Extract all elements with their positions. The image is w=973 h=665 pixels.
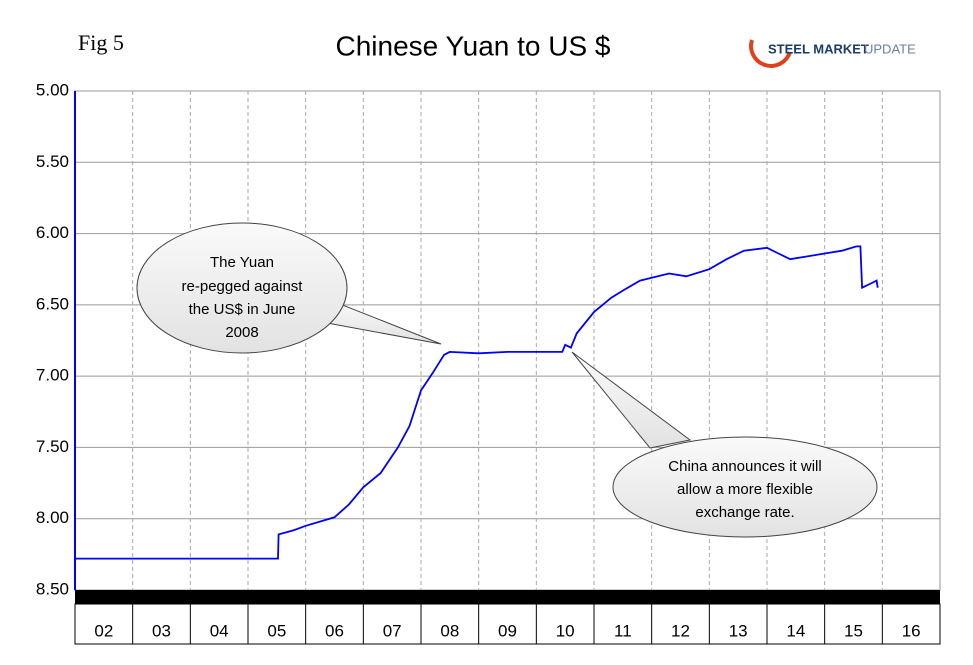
x-tick-label: 10	[556, 621, 575, 640]
logo-swoosh	[749, 39, 792, 68]
annotation-text: The Yuan	[210, 254, 274, 271]
chart-title: Chinese Yuan to US $	[335, 30, 610, 61]
callout-pointer	[571, 351, 692, 449]
callout: The Yuan re-pegged against the US$ in Ju…	[136, 222, 442, 354]
logo-text: UPDATE	[864, 41, 916, 56]
x-axis-box	[74, 603, 941, 645]
annotation-text: exchange rate.	[695, 504, 794, 521]
x-tick-label: 12	[671, 621, 690, 640]
callout-bubble	[136, 222, 348, 354]
data-line	[75, 245, 879, 560]
y-tick-label: 8.50	[36, 579, 69, 598]
annotation-text: 2008	[225, 324, 258, 341]
x-tick-label: 08	[440, 621, 459, 640]
x-tick-label: 09	[498, 621, 517, 640]
x-tick-label: 06	[325, 621, 344, 640]
annotation-text: allow a more flexible	[677, 481, 813, 498]
y-tick-label: 6.00	[36, 223, 69, 242]
y-tick-label: 6.50	[36, 294, 69, 313]
callout-bubble	[612, 436, 878, 538]
x-tick-label: 11	[614, 621, 632, 640]
y-tick-label: 7.50	[36, 437, 69, 456]
figure-label: Fig 5	[78, 30, 124, 55]
annotation-text: re-pegged against	[182, 278, 304, 295]
logo-text: STEEL MARKET	[768, 41, 869, 56]
x-tick-label: 15	[844, 621, 863, 640]
x-tick-label: 13	[729, 621, 748, 640]
y-tick-label: 5.50	[36, 152, 69, 171]
y-tick-label: 8.00	[36, 508, 69, 527]
x-tick-label: 03	[152, 621, 171, 640]
annotation-text: China announces it will	[668, 458, 821, 475]
x-tick-label: 07	[383, 621, 402, 640]
x-tick-label: 14	[786, 621, 805, 640]
logo: STEEL MARKET UPDATE	[749, 39, 916, 68]
x-tick-label: 02	[94, 621, 113, 640]
y-tick-label: 7.00	[36, 366, 69, 385]
callout: China announces it will allow a more fle…	[571, 351, 878, 538]
axis-bar	[75, 590, 940, 604]
x-tick-label: 04	[210, 621, 229, 640]
annotation-text: the US$ in June	[189, 301, 296, 318]
x-tick-label: 05	[267, 621, 286, 640]
y-tick-label: 5.00	[36, 80, 69, 99]
x-tick-label: 16	[902, 621, 921, 640]
